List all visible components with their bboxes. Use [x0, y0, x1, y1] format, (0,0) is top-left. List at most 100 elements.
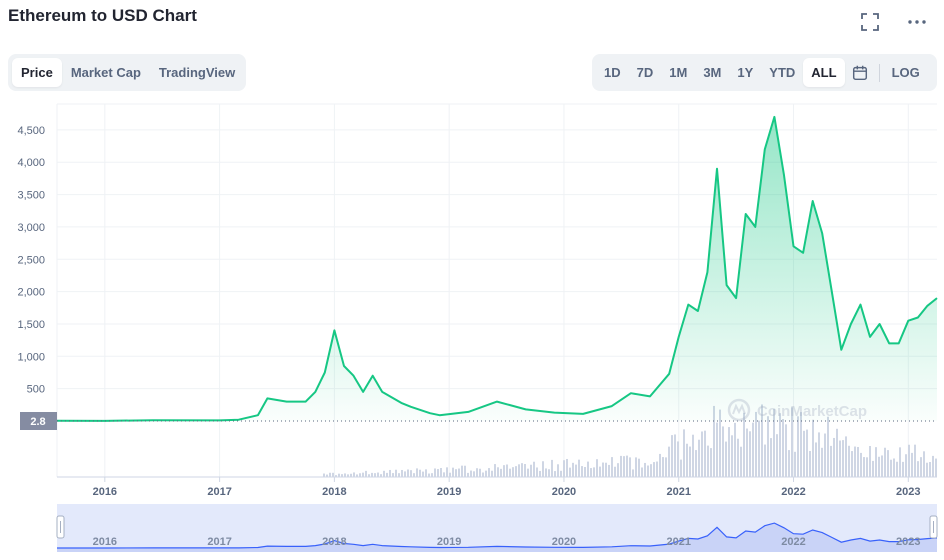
volume-bar	[473, 471, 475, 477]
volume-bar	[827, 416, 829, 477]
volume-bar	[815, 442, 817, 477]
volume-bar	[422, 471, 424, 477]
volume-bar	[557, 464, 559, 477]
volume-bar	[596, 459, 598, 477]
range-1m[interactable]: 1M	[669, 65, 688, 80]
volume-bar	[350, 473, 352, 477]
y-tick-label: 3,500	[17, 190, 45, 202]
volume-bar	[668, 446, 670, 477]
tab-tradingview[interactable]: TradingView	[158, 65, 236, 80]
volume-bar	[515, 466, 517, 477]
range-tabs: 1D 7D 1M 3M 1Y YTD ALL LOG	[592, 54, 937, 91]
volume-bar	[500, 468, 502, 477]
volume-bar	[404, 471, 406, 477]
volume-bar	[773, 408, 775, 477]
volume-bar	[377, 472, 379, 477]
range-3m[interactable]: 3M	[703, 65, 722, 80]
price-area	[57, 116, 937, 422]
volume-bar	[611, 457, 613, 477]
volume-bar	[359, 473, 361, 477]
volume-bar	[551, 459, 553, 477]
volume-bar	[716, 422, 718, 477]
range-1d[interactable]: 1D	[604, 65, 621, 80]
volume-bar	[446, 467, 448, 477]
volume-bar	[398, 473, 400, 477]
volume-bar	[629, 457, 631, 477]
volume-bar	[599, 466, 601, 477]
volume-bar	[452, 467, 454, 477]
volume-bar	[782, 419, 784, 477]
volume-bar	[698, 439, 700, 477]
volume-bar	[344, 473, 346, 477]
navigator-tick-label: 2022	[781, 536, 805, 548]
tab-price[interactable]: Price	[12, 58, 62, 87]
volume-bar	[491, 470, 493, 477]
volume-bar	[926, 462, 928, 477]
volume-bar	[389, 469, 391, 477]
volume-bar	[665, 457, 667, 477]
volume-bar	[602, 462, 604, 477]
volume-bar	[440, 468, 442, 477]
volume-bar	[851, 451, 853, 477]
volume-bar	[881, 455, 883, 477]
volume-bar	[545, 468, 547, 477]
volume-bar	[797, 416, 799, 477]
range-1y[interactable]: 1Y	[737, 65, 754, 80]
volume-bar	[935, 458, 937, 477]
volume-bar	[803, 430, 805, 477]
volume-bar	[818, 432, 820, 477]
volume-bar	[593, 467, 595, 477]
volume-bar	[860, 452, 862, 477]
volume-bar	[686, 443, 688, 477]
volume-bar	[854, 446, 856, 477]
y-tick-label: 1,500	[17, 319, 45, 331]
volume-bar	[674, 434, 676, 477]
range-all[interactable]: ALL	[803, 58, 845, 87]
volume-bar	[494, 464, 496, 477]
volume-bar	[872, 460, 874, 477]
watermark-text: CoinMarketCap	[757, 403, 867, 420]
volume-bar	[725, 441, 727, 477]
volume-bar	[509, 468, 511, 477]
volume-bar	[734, 422, 736, 477]
volume-bar	[587, 461, 589, 477]
volume-bar	[470, 470, 472, 477]
volume-bar	[839, 440, 841, 477]
volume-bar	[875, 447, 877, 477]
volume-bar	[542, 461, 544, 477]
range-ytd[interactable]: YTD	[769, 65, 796, 80]
log-scale-button[interactable]: LOG	[891, 65, 920, 80]
volume-bar	[863, 457, 865, 477]
volume-bar	[362, 472, 364, 477]
volume-bar	[590, 468, 592, 477]
volume-bar	[671, 435, 673, 477]
volume-bar	[548, 469, 550, 477]
volume-bar	[476, 468, 478, 477]
volume-bar	[842, 440, 844, 477]
volume-bar	[329, 472, 331, 477]
x-tick-label: 2016	[93, 486, 117, 498]
volume-bar	[374, 473, 376, 477]
range-7d[interactable]: 7D	[636, 65, 654, 80]
volume-bar	[371, 472, 373, 477]
expand-icon[interactable]	[858, 10, 882, 34]
volume-bar	[407, 469, 409, 477]
volume-bar	[353, 472, 355, 477]
volume-bar	[518, 464, 520, 477]
more-dots-icon[interactable]	[905, 10, 929, 34]
volume-bar	[383, 470, 385, 477]
volume-bar	[764, 444, 766, 477]
volume-bar	[443, 472, 445, 477]
volume-bar	[728, 427, 730, 477]
tab-market-cap[interactable]: Market Cap	[70, 65, 141, 80]
x-tick-label: 2018	[322, 486, 346, 498]
volume-bar	[659, 453, 661, 477]
calendar-icon[interactable]	[845, 58, 875, 87]
volume-bar	[482, 472, 484, 477]
volume-bar	[755, 411, 757, 477]
coinmarketcap-logo-icon	[727, 398, 751, 422]
volume-bar	[623, 456, 625, 477]
volume-bar	[605, 462, 607, 477]
volume-bar	[713, 405, 715, 477]
